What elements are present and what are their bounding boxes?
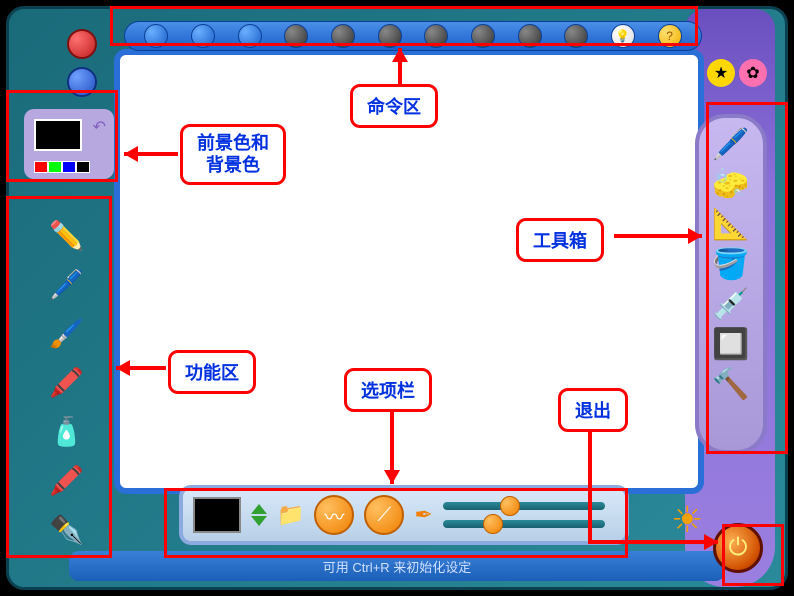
pencil-tool[interactable]: ✏️ [37,213,97,258]
palette-swatch[interactable] [76,161,90,173]
cmd-9[interactable] [518,24,542,48]
brush-tool[interactable]: 🖌️ [37,311,97,356]
color-panel: ↶ [24,109,114,179]
callout-toolbox: 工具箱 [516,218,604,262]
cmd-help[interactable]: ? [658,24,682,48]
callout-command-area: 命令区 [350,84,438,128]
cmd-6[interactable] [378,24,402,48]
bucket-tool[interactable]: 🪣 [712,250,749,280]
callout-exit: 退出 [558,388,628,432]
marker-tool[interactable]: ✒️ [37,507,97,552]
callout-function-area: 功能区 [168,350,256,394]
crayon-tool[interactable]: 🖍️ [37,458,97,503]
cmd-3[interactable] [238,24,262,48]
status-bar: 可用 Ctrl+R 来初始化设定 [69,551,725,581]
line-option-button[interactable]: ⟋ [364,495,404,535]
cmd-4[interactable] [284,24,308,48]
swap-colors-icon[interactable]: ↶ [93,117,106,137]
slider-2-knob[interactable] [483,514,503,534]
command-bar: 💡? [124,21,702,51]
callout-option-bar: 选项栏 [344,368,432,412]
slider-2[interactable] [443,520,605,528]
flower-icon[interactable]: ✿ [739,59,767,87]
left-top-buttons [67,29,97,97]
cmd-5[interactable] [331,24,355,48]
dropper-tool[interactable]: 💉 [712,290,749,320]
slider-1-knob[interactable] [500,496,520,516]
palette-swatch[interactable] [62,161,76,173]
right-toolbox: 🖊️ 🧽 📐 🪣 💉 🔲 🔨 [695,114,767,454]
cmd-7[interactable] [424,24,448,48]
record-button[interactable] [67,29,97,59]
callout-fg-bg-color: 前景色和背景色 [180,124,286,185]
foreground-color-swatch[interactable] [34,119,82,151]
cmd-8[interactable] [471,24,495,48]
palette-swatch[interactable] [34,161,48,173]
wave-option-button[interactable]: 〰 [314,495,354,535]
exit-button[interactable]: ⏻ [713,523,763,573]
airbrush-tool[interactable]: 🖊️ [37,262,97,307]
eraser-tool[interactable]: 🧽 [712,170,749,200]
status-text: 可用 Ctrl+R 来初始化设定 [323,557,471,576]
gear-icon: ☀ [671,499,711,539]
pen-tool[interactable]: 🖊️ [712,130,749,160]
cmd-bulb[interactable]: 💡 [611,24,635,48]
slider-1[interactable] [443,502,605,510]
star-icon[interactable]: ★ [707,59,735,87]
paintbrush-tool[interactable]: 🖍️ [37,360,97,405]
palette-swatch[interactable] [48,161,62,173]
current-color-swatch[interactable] [193,497,241,533]
nib-icon[interactable]: ✒ [414,502,432,528]
step-down-button[interactable] [251,516,267,526]
cmd-10[interactable] [564,24,588,48]
cmd-1[interactable] [144,24,168,48]
option-bar: 📁 〰 ⟋ ✒ [179,485,629,545]
stencil-tool[interactable]: 🔲 [712,330,749,360]
palette-row [34,161,90,173]
link-button[interactable] [67,67,97,97]
stamp-tool[interactable]: 🔨 [712,370,749,400]
left-toolbox: ✏️🖊️🖌️🖍️🧴🖍️✒️ [24,209,109,559]
star-panel: ★ ✿ [707,59,767,87]
open-folder-button[interactable]: 📁 [277,502,304,528]
step-up-button[interactable] [251,504,267,514]
stepper [251,504,267,526]
cmd-2[interactable] [191,24,215,48]
shape-tool[interactable]: 📐 [712,210,749,240]
tube-tool[interactable]: 🧴 [37,409,97,454]
